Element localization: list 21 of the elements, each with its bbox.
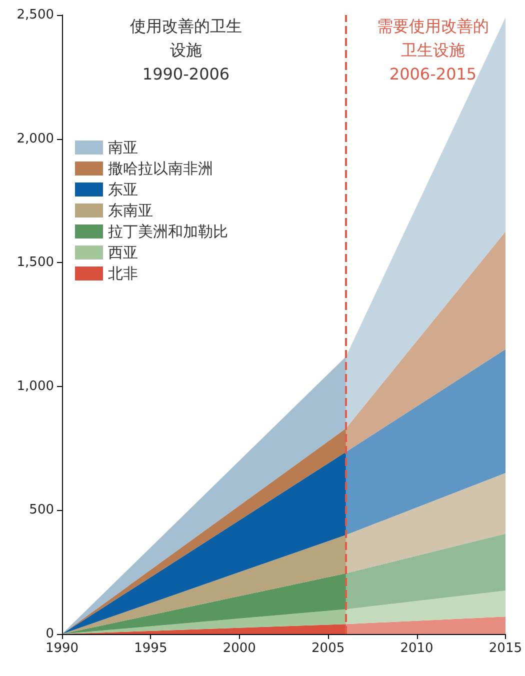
y-tick-label: 2,500 xyxy=(16,8,54,22)
y-tick-label: 500 xyxy=(29,502,54,518)
x-tick-label: 2005 xyxy=(312,641,345,656)
annotation: 使用改善的卫生设施 1990-2006 xyxy=(130,16,242,84)
legend-label: 东亚 xyxy=(108,180,138,198)
y-tick-label: 0 xyxy=(46,626,54,642)
legend-label: 拉丁美洲和加勒比 xyxy=(108,222,228,240)
x-tick-label: 2010 xyxy=(400,641,434,656)
x-tick-label: 2015 xyxy=(488,641,522,656)
y-tick-label: 1,000 xyxy=(16,378,54,394)
y-tick-label: 2,000 xyxy=(16,131,54,146)
annotation: 需要使用改善的卫生设施 2006-2015 xyxy=(377,16,489,84)
x-tick-label: 1995 xyxy=(134,641,168,656)
y-tick-label: 1,500 xyxy=(16,255,54,270)
legend-label: 撒哈拉以南非洲 xyxy=(108,160,213,178)
legend-label: 东南亚 xyxy=(108,202,153,220)
x-tick-label: 1990 xyxy=(45,641,79,656)
x-tick-label: 2000 xyxy=(222,641,256,656)
legend-label: 北非 xyxy=(108,264,138,282)
legend-label: 南亚 xyxy=(108,138,138,156)
legend-label: 西亚 xyxy=(108,244,138,262)
